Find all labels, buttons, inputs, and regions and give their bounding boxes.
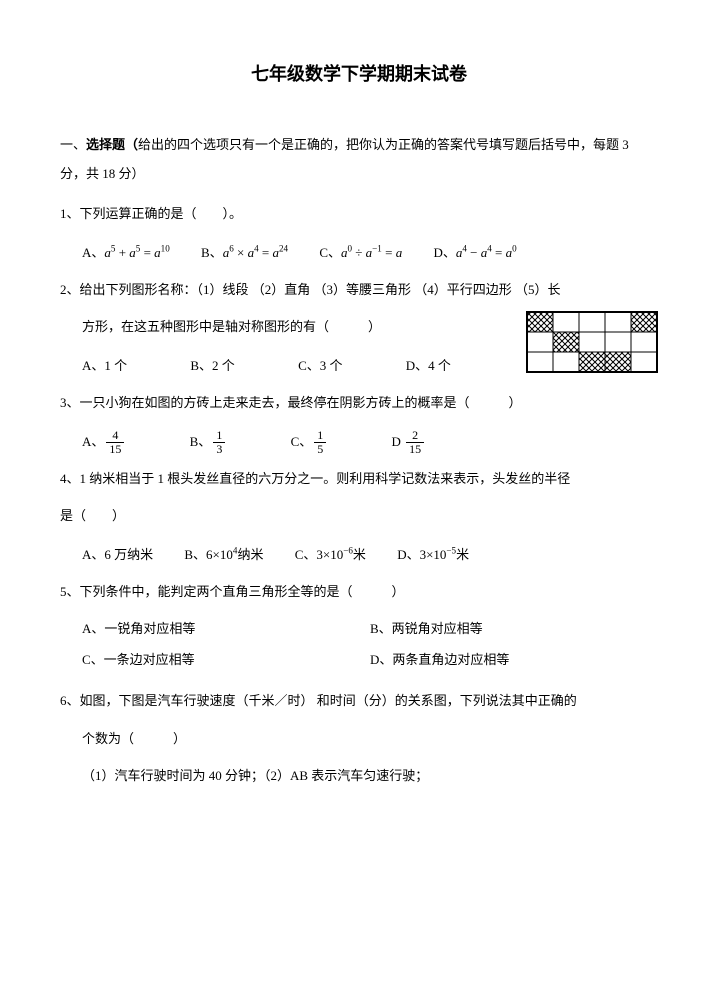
q2-opt-a: A、1 个 [82,350,127,381]
q6-sub1: （1）汽车行驶时间为 40 分钟；（2）AB 表示汽车匀速行驶； [60,760,658,791]
q1-b-expr: a6 × a4 = a24 [223,245,288,260]
page-title: 七年级数学下学期期末试卷 [60,60,658,86]
q4-stem-line2: 是（ ） [60,500,658,531]
q1-stem: 1、下列运算正确的是（ ）。 [60,198,658,229]
section-1-heading: 一、选择题（给出的四个选项只有一个是正确的，把你认为正确的答案代号填写题后括号中… [60,131,658,188]
q2-row: 方形，在这五种图形中是轴对称图形的有（ ） A、1 个 B、2 个 C、3 个 … [60,311,658,387]
q4-opt-a: A、6 万纳米 [82,539,153,570]
q2-opt-c: C、3 个 [298,350,342,381]
q4-opt-b: B、6×104纳米 [184,539,263,570]
q2-textcol: 方形，在这五种图形中是轴对称图形的有（ ） A、1 个 B、2 个 C、3 个 … [60,311,516,387]
q2-opt-b: B、2 个 [190,350,234,381]
q5-opt-d: D、两条直角边对应相等 [370,644,658,675]
q4-options: A、6 万纳米 B、6×104纳米 C、3×10−6米 D、3×10−5米 [60,537,658,570]
q1-a-expr: a5 + a5 = a10 [104,245,169,260]
exam-page: 七年级数学下学期期末试卷 一、选择题（给出的四个选项只有一个是正确的，把你认为正… [0,0,718,982]
q2-stem-line2: 方形，在这五种图形中是轴对称图形的有（ ） [60,311,516,342]
q2-stem-line1: 2、给出下列图形名称：（1）线段 （2）直角 （3）等腰三角形 （4）平行四边形… [60,274,658,305]
q3-options: A、415 B、13 C、15 D 215 [60,424,658,457]
q3-stem: 3、一只小狗在如图的方砖上走来走去，最终停在阴影方砖上的概率是（ ） [60,387,658,418]
q1-opt-b: B、a6 × a4 = a24 [201,237,288,268]
q1-c-expr: a0 ÷ a−1 = a [341,245,402,260]
q1-opt-d: D、a4 − a4 = a0 [433,237,516,268]
q2-opt-d: D、4 个 [406,350,451,381]
q2-options: A、1 个 B、2 个 C、3 个 D、4 个 [60,348,516,381]
q4-opt-d: D、3×10−5米 [397,539,469,570]
q3-opt-b: B、13 [190,426,228,457]
q1-opt-a: A、a5 + a5 = a10 [82,237,170,268]
q6-stem-line1: 6、如图，下图是汽车行驶速度（千米／时） 和时间（分）的关系图，下列说法其中正确… [60,685,658,716]
tile-figure [526,311,658,378]
q6-stem-line2: 个数为（ ） [60,723,658,754]
q5-opt-a: A、一锐角对应相等 [82,613,370,644]
q3-opt-d: D 215 [391,426,426,457]
q5-stem: 5、下列条件中，能判定两个直角三角形全等的是（ ） [60,576,658,607]
q5-opt-b: B、两锐角对应相等 [370,613,658,644]
q3-opt-c: C、15 [291,426,329,457]
q1-d-expr: a4 − a4 = a0 [456,245,517,260]
q4-opt-c: C、3×10−6米 [295,539,366,570]
q4-stem-line1: 4、1 纳米相当于 1 根头发丝直径的六万分之一。则利用科学记数法来表示，头发丝… [60,463,658,494]
q5-options: A、一锐角对应相等 B、两锐角对应相等 C、一条边对应相等 D、两条直角边对应相… [60,613,658,675]
q5-opt-c: C、一条边对应相等 [82,644,370,675]
tile-grid-icon [526,311,658,373]
q1-options: A、a5 + a5 = a10 B、a6 × a4 = a24 C、a0 ÷ a… [60,235,658,268]
q3-opt-a: A、415 [82,426,126,457]
section-1-label: 一、选择题（给出的四个选项只有一个是正确的，把你认为正确的答案代号填写题后括号中… [60,137,629,181]
q1-opt-c: C、a0 ÷ a−1 = a [319,237,402,268]
